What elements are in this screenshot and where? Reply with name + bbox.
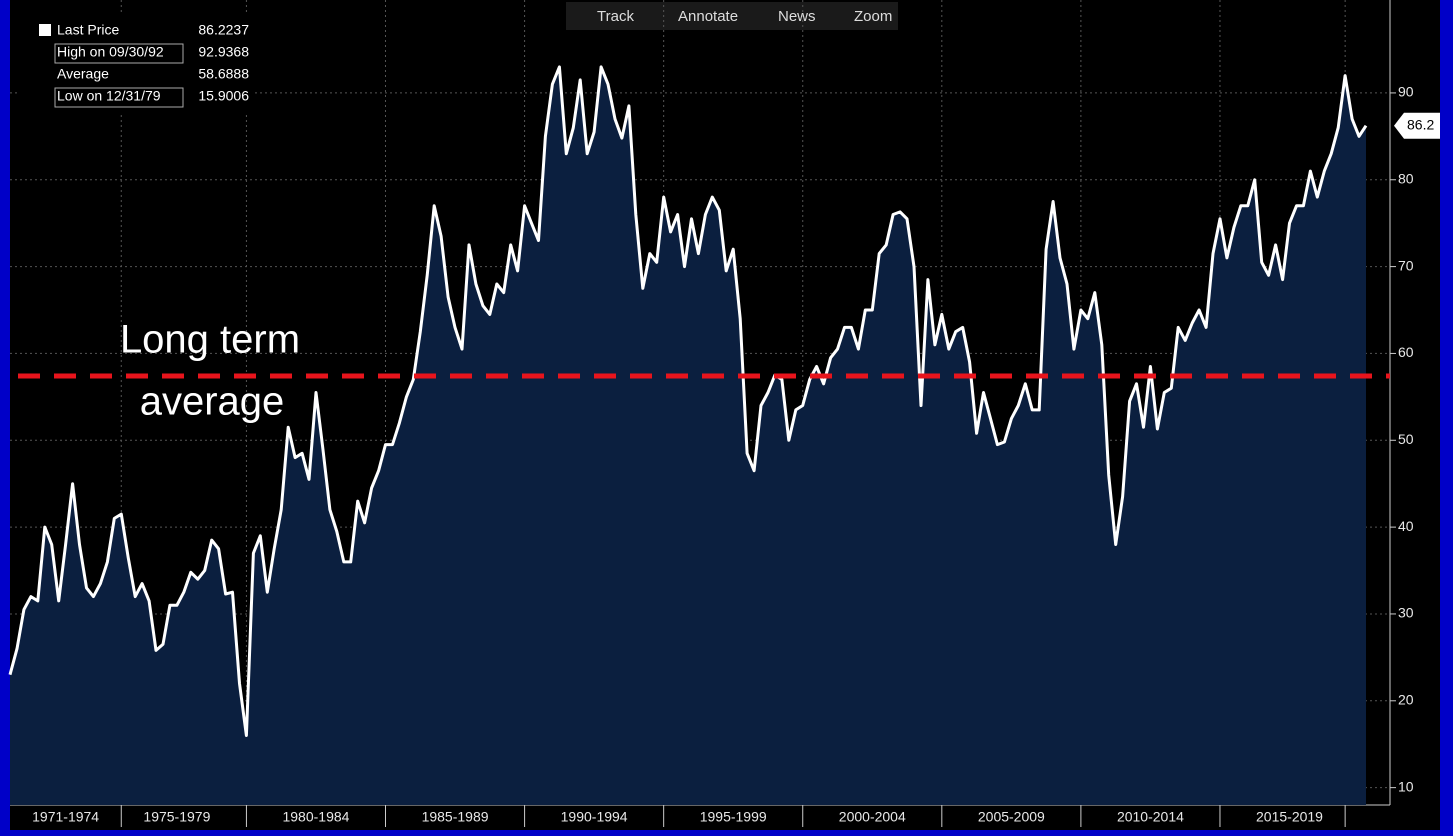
y-tick-label: 10 bbox=[1398, 778, 1414, 794]
x-tick-label: 1980-1984 bbox=[282, 809, 349, 825]
x-tick-label: 1995-1999 bbox=[700, 809, 767, 825]
x-tick-label: 1985-1989 bbox=[422, 809, 489, 825]
legend-value: 92.9368 bbox=[198, 44, 249, 60]
y-tick-label: 70 bbox=[1398, 257, 1414, 273]
legend-value: 15.9006 bbox=[198, 88, 249, 104]
toolbar-button[interactable]: Annotate bbox=[678, 8, 738, 25]
last-tag-label: 86.2 bbox=[1407, 116, 1434, 132]
y-tick-label: 40 bbox=[1398, 518, 1414, 534]
legend-label-bg bbox=[54, 87, 184, 108]
y-tick-label: 50 bbox=[1398, 431, 1414, 447]
annotation: Long term bbox=[120, 318, 300, 362]
y-tick-label: 80 bbox=[1398, 170, 1414, 186]
y-tick-label: 60 bbox=[1398, 344, 1414, 360]
legend-name: Average bbox=[57, 66, 109, 82]
legend-value: 58.6888 bbox=[198, 66, 249, 82]
x-tick-label: 2015-2019 bbox=[1256, 809, 1323, 825]
legend-label-bg bbox=[54, 43, 184, 64]
legend-label-bg bbox=[55, 22, 133, 41]
toolbar-button[interactable]: Track bbox=[597, 8, 634, 25]
toolbar bbox=[566, 2, 898, 30]
legend-swatch bbox=[39, 24, 51, 36]
x-tick-label: 2010-2014 bbox=[1117, 809, 1184, 825]
legend-label-bg bbox=[55, 66, 183, 85]
x-tick-label: 1975-1979 bbox=[143, 809, 210, 825]
x-tick-label: 1971-1974 bbox=[32, 809, 99, 825]
y-tick-label: 30 bbox=[1398, 605, 1414, 621]
x-tick-label: 2000-2004 bbox=[839, 809, 906, 825]
legend-name: Low on 12/31/79 bbox=[57, 88, 161, 104]
annotation: average bbox=[140, 380, 285, 424]
x-tick-label: 1990-1994 bbox=[561, 809, 628, 825]
line bbox=[8, 65, 1368, 737]
y-tick-label: 90 bbox=[1398, 84, 1414, 100]
legend-value: 86.2237 bbox=[198, 22, 249, 38]
area bbox=[10, 66, 1366, 805]
x-tick-label: 2005-2009 bbox=[978, 809, 1045, 825]
last-tag bbox=[1394, 112, 1440, 139]
legend-name: Last Price bbox=[57, 22, 119, 38]
y-tick-label: 20 bbox=[1398, 691, 1414, 707]
legend-name: High on 09/30/92 bbox=[57, 44, 164, 60]
toolbar-button[interactable]: Zoom bbox=[854, 8, 892, 25]
toolbar-button[interactable]: News bbox=[778, 8, 816, 25]
